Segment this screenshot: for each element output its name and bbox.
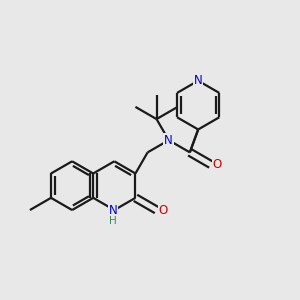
Text: N: N: [194, 74, 203, 87]
Text: N: N: [109, 203, 117, 217]
Text: O: O: [213, 158, 222, 171]
Text: H: H: [109, 216, 117, 226]
Text: O: O: [158, 203, 168, 217]
Text: N: N: [164, 134, 173, 147]
